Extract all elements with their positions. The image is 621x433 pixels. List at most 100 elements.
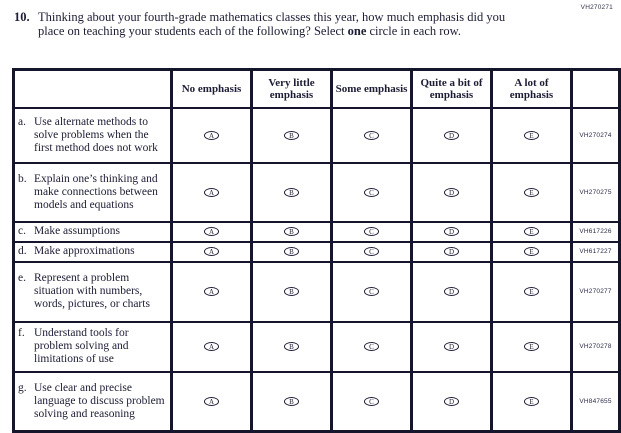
option-cell: C xyxy=(330,220,413,243)
question-number: 10. xyxy=(14,10,30,24)
row-code: VH270277 xyxy=(570,260,621,323)
answer-bubble-e[interactable]: E xyxy=(524,342,539,352)
answer-bubble-d[interactable]: D xyxy=(444,130,459,140)
bubble-letter: D xyxy=(448,131,455,140)
bubble-letter: B xyxy=(289,343,294,352)
answer-bubble-c[interactable]: C xyxy=(364,287,379,297)
row-label: Understand tools for problem solving and… xyxy=(34,327,129,365)
bubble-letter: C xyxy=(369,288,374,297)
row-code: VH270274 xyxy=(570,106,621,164)
row-label-cell: g. Use clear and precise language to disc… xyxy=(12,370,173,433)
option-cell: B xyxy=(250,240,333,263)
table-row: a. Use alternate methods to solve problem… xyxy=(12,106,621,164)
option-cell: B xyxy=(250,320,333,373)
option-cell: C xyxy=(330,370,413,433)
row-label-cell: b. Explain one’s thinking and make connec… xyxy=(12,161,173,223)
table-row: g. Use clear and precise language to disc… xyxy=(12,370,621,433)
option-cell: E xyxy=(490,240,573,263)
bubble-letter: E xyxy=(529,288,534,297)
answer-bubble-a[interactable]: A xyxy=(204,130,219,140)
option-cell: A xyxy=(170,106,253,164)
answer-bubble-d[interactable]: D xyxy=(444,287,459,297)
answer-bubble-d[interactable]: D xyxy=(444,227,459,237)
answer-bubble-b[interactable]: B xyxy=(284,287,299,297)
column-header-some-emphasis: Some emphasis xyxy=(330,68,413,109)
answer-bubble-e[interactable]: E xyxy=(524,130,539,140)
answer-bubble-a[interactable]: A xyxy=(204,247,219,257)
answer-bubble-d[interactable]: D xyxy=(444,342,459,352)
option-cell: E xyxy=(490,161,573,223)
row-letter: a. xyxy=(18,115,26,128)
answer-bubble-a[interactable]: A xyxy=(204,397,219,407)
question-text: Thinking about your fourth-grade mathema… xyxy=(38,10,516,38)
answer-bubble-a[interactable]: A xyxy=(204,187,219,197)
table-row: e. Represent a problem situation with num… xyxy=(12,260,621,323)
question-block: 10. Thinking about your fourth-grade mat… xyxy=(14,10,516,38)
answer-bubble-e[interactable]: E xyxy=(524,287,539,297)
answer-bubble-e[interactable]: E xyxy=(524,397,539,407)
answer-bubble-b[interactable]: B xyxy=(284,247,299,257)
row-letter: g. xyxy=(18,381,27,394)
option-cell: B xyxy=(250,260,333,323)
option-cell: D xyxy=(410,106,493,164)
option-cell: A xyxy=(170,260,253,323)
answer-bubble-b[interactable]: B xyxy=(284,397,299,407)
form-code: VH270271 xyxy=(580,4,613,11)
answer-bubble-d[interactable]: D xyxy=(444,397,459,407)
option-cell: E xyxy=(490,320,573,373)
option-cell: E xyxy=(490,260,573,323)
row-label-column-header xyxy=(12,68,173,109)
answer-bubble-e[interactable]: E xyxy=(524,247,539,257)
answer-bubble-c[interactable]: C xyxy=(364,130,379,140)
bubble-letter: A xyxy=(208,248,215,257)
answer-bubble-b[interactable]: B xyxy=(284,187,299,197)
question-text-bold: one xyxy=(347,23,367,38)
question-text-end: circle in each row. xyxy=(366,23,462,38)
row-code: VH270275 xyxy=(570,161,621,223)
row-code: VH617227 xyxy=(570,240,621,263)
answer-bubble-b[interactable]: B xyxy=(284,342,299,352)
bubble-letter: C xyxy=(369,398,374,407)
row-letter: f. xyxy=(18,327,25,339)
option-cell: C xyxy=(330,240,413,263)
answer-bubble-a[interactable]: A xyxy=(204,287,219,297)
answer-bubble-c[interactable]: C xyxy=(364,397,379,407)
answer-bubble-c[interactable]: C xyxy=(364,247,379,257)
option-cell: E xyxy=(490,370,573,433)
bubble-letter: B xyxy=(289,228,294,237)
bubble-letter: D xyxy=(448,228,455,237)
bubble-letter: B xyxy=(289,188,294,197)
bubble-letter: C xyxy=(369,131,374,140)
bubble-letter: E xyxy=(529,131,534,140)
table-body: a. Use alternate methods to solve problem… xyxy=(12,106,621,433)
answer-bubble-d[interactable]: D xyxy=(444,247,459,257)
option-cell: A xyxy=(170,161,253,223)
answer-bubble-b[interactable]: B xyxy=(284,227,299,237)
answer-bubble-e[interactable]: E xyxy=(524,187,539,197)
option-cell: B xyxy=(250,220,333,243)
answer-bubble-c[interactable]: C xyxy=(364,187,379,197)
bubble-letter: E xyxy=(529,398,534,407)
answer-bubble-e[interactable]: E xyxy=(524,227,539,237)
answer-bubble-a[interactable]: A xyxy=(204,227,219,237)
option-cell: A xyxy=(170,320,253,373)
table-row: f. Understand tools for problem solving a… xyxy=(12,320,621,373)
answer-bubble-c[interactable]: C xyxy=(364,227,379,237)
row-letter: b. xyxy=(18,172,27,185)
row-label-cell: a. Use alternate methods to solve problem… xyxy=(12,106,173,164)
bubble-letter: A xyxy=(208,228,215,237)
bubble-letter: D xyxy=(448,188,455,197)
bubble-letter: B xyxy=(289,398,294,407)
option-cell: A xyxy=(170,220,253,243)
answer-bubble-b[interactable]: B xyxy=(284,130,299,140)
answer-bubble-a[interactable]: A xyxy=(204,342,219,352)
question-text-start: Thinking about your fourth-grade mathema… xyxy=(38,10,506,38)
column-header-a-lot-of-emphasis: A lot of emphasis xyxy=(490,68,573,109)
answer-bubble-c[interactable]: C xyxy=(364,342,379,352)
bubble-letter: E xyxy=(529,188,534,197)
bubble-letter: A xyxy=(208,343,215,352)
answer-bubble-d[interactable]: D xyxy=(444,187,459,197)
bubble-letter: A xyxy=(208,398,215,407)
option-cell: C xyxy=(330,320,413,373)
option-cell: E xyxy=(490,106,573,164)
